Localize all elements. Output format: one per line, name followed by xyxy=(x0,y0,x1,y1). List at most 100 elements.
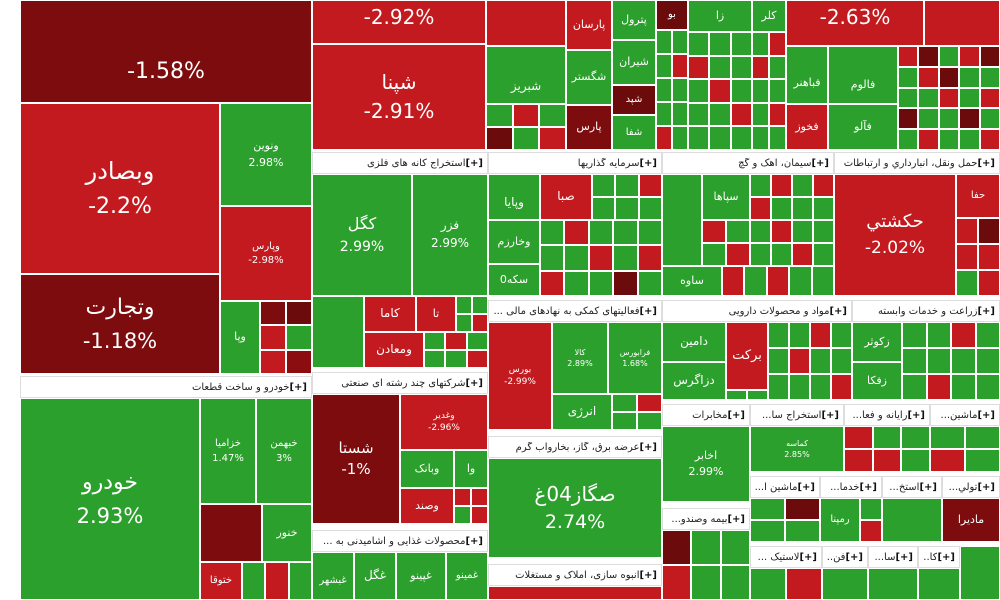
tile-vbsader[interactable]: وبصادر -2.2% xyxy=(20,103,220,274)
tile-fezar[interactable]: فزر 2.99% xyxy=(412,174,488,296)
header-siman[interactable]: سیمان، آهک و گچ [+] xyxy=(662,152,834,174)
header-haml[interactable]: حمل ونقل، انبارداري و ارتباطات [+] xyxy=(834,152,1000,174)
tile-saba[interactable]: صبا xyxy=(540,174,592,220)
header-mokhaberat[interactable]: مخابرات [+] xyxy=(662,404,750,426)
expand-icon[interactable]: [+] xyxy=(639,569,657,581)
tile-vkharazm[interactable]: وخارزم xyxy=(488,220,540,264)
tile-fabahar[interactable]: فباهنر xyxy=(786,46,828,104)
tile-vghadir[interactable]: وغدیر -2.96% xyxy=(400,394,488,450)
tile-shegostar[interactable]: شگستر xyxy=(566,50,612,105)
tile-top-mid[interactable]: -2.92% xyxy=(312,0,486,44)
tile-vtejarat[interactable]: وتجارت -1.18% xyxy=(20,274,220,374)
expand-icon[interactable]: [+] xyxy=(465,377,483,389)
tile-khtooqa[interactable]: ختوقا xyxy=(200,562,242,600)
tile-ghpino[interactable]: غپینو xyxy=(396,552,446,600)
expand-icon[interactable]: [+] xyxy=(727,513,745,525)
tile-shasta[interactable]: شستا -1% xyxy=(312,394,400,524)
header-sarmaye[interactable]: سرمایه گذاریها [+] xyxy=(488,152,662,174)
header-faaliat[interactable]: فعالیتهای کمکی به نهادهای مالی ... [+] xyxy=(488,300,662,322)
tile-kala[interactable]: کالا 2.89% xyxy=(552,322,608,394)
tile-sepaha[interactable]: سپاها xyxy=(702,174,750,220)
tile-khbahman[interactable]: خبهمن 3% xyxy=(256,398,312,504)
tile-shapad[interactable]: شپد xyxy=(612,85,656,115)
tile-fan[interactable] xyxy=(822,568,868,600)
header-khodro-sakht[interactable]: خودرو و ساخت قطعات [+] xyxy=(20,376,312,398)
tile-vpars[interactable]: وپارس -2.98% xyxy=(220,206,312,301)
header-zeraat[interactable]: زراعت و خدمات وابسته [+] xyxy=(852,300,1000,322)
tile-vmaaden[interactable]: ومعادن xyxy=(364,332,424,368)
tile-dzagros[interactable]: دزاگرس xyxy=(662,362,726,400)
tile-anbooh-bg[interactable] xyxy=(488,586,662,600)
tile-estekh[interactable] xyxy=(882,498,942,542)
expand-icon[interactable]: [+] xyxy=(797,481,815,493)
header-rayane[interactable]: رایانه و فعا... [+] xyxy=(844,404,930,426)
tile-falavm[interactable]: فالوم xyxy=(828,46,898,104)
tile-shafa[interactable]: شفا xyxy=(612,115,656,150)
header-estekhraj-felezi[interactable]: استخراج کانه های فلزی [+] xyxy=(312,152,488,174)
header-ka[interactable]: کا... [+] xyxy=(918,546,960,568)
tile-vpaya[interactable]: وپا xyxy=(220,301,260,374)
expand-icon[interactable]: [+] xyxy=(821,409,839,421)
tile-madira[interactable]: مادیرا xyxy=(942,498,1000,542)
tile-kamaseh[interactable]: کماسه 2.85% xyxy=(750,426,844,472)
header-sa2[interactable]: سا... [+] xyxy=(868,546,918,568)
tile-vpaya2[interactable]: وپایا xyxy=(488,174,540,220)
tile-khanoor[interactable]: خنور xyxy=(262,504,312,562)
header-arze-bargh[interactable]: عرضه برق، گاز، بخاروآب گرم [+] xyxy=(488,436,662,458)
tile-hafa[interactable]: حفا xyxy=(956,174,1000,218)
expand-icon[interactable]: [+] xyxy=(639,305,657,317)
tile-anerji[interactable]: انرژی xyxy=(552,394,612,430)
expand-icon[interactable]: [+] xyxy=(799,551,817,563)
tile-faloo[interactable]: فآلو xyxy=(828,104,898,150)
header-mashin-a[interactable]: ماشین آ... [+] xyxy=(750,476,820,498)
tile-kegol[interactable]: کگل 2.99% xyxy=(312,174,412,296)
tile-small-felez-1[interactable] xyxy=(312,296,364,368)
expand-icon[interactable]: [+] xyxy=(811,157,829,169)
expand-icon[interactable]: [+] xyxy=(919,481,937,493)
expand-icon[interactable]: [+] xyxy=(829,305,847,317)
tile-fakhoz[interactable]: فخوز xyxy=(786,104,828,150)
tile-bourse[interactable]: بورس -2.99% xyxy=(488,322,552,430)
header-estekh[interactable]: استخ... [+] xyxy=(882,476,942,498)
expand-icon[interactable]: [+] xyxy=(289,381,307,393)
tile-ghmino[interactable]: غمینو xyxy=(446,552,488,600)
header-khadama[interactable]: خدما... [+] xyxy=(820,476,882,498)
tile-va[interactable]: وا xyxy=(454,450,488,488)
tile-small-top-red[interactable] xyxy=(486,0,566,46)
tile-parsan[interactable]: پارسان xyxy=(566,0,612,50)
tile-damin[interactable]: دامین xyxy=(662,322,726,362)
tile-zkovsar[interactable]: زکوثر xyxy=(852,322,902,362)
tile-top-right-2[interactable] xyxy=(924,0,1000,46)
tile-remapna[interactable]: رمپنا xyxy=(820,498,860,542)
expand-icon[interactable]: [+] xyxy=(977,157,995,169)
tile-siman-small-1[interactable] xyxy=(662,174,702,266)
tile-saveh[interactable]: ساوه xyxy=(662,266,722,296)
header-estekhraj-sa[interactable]: استخراج سا... [+] xyxy=(750,404,844,426)
tile-farabourse[interactable]: فرابورس 1.68% xyxy=(608,322,662,394)
expand-icon[interactable]: [+] xyxy=(639,157,657,169)
tile-sgaz[interactable]: صگاز04غ 2.74% xyxy=(488,458,662,558)
tile-za[interactable]: زا xyxy=(688,0,752,32)
tile-khodro[interactable]: خودرو 2.93% xyxy=(20,398,200,600)
header-ghazaii[interactable]: محصولات غذایی و آشامیدنی به ... [+] xyxy=(312,530,488,552)
tile-zfeka[interactable]: زفکا xyxy=(852,362,902,400)
tile-bo[interactable]: بو xyxy=(656,0,688,30)
expand-icon[interactable]: [+] xyxy=(639,441,657,453)
tile-vbmlt[interactable]: -1.58% xyxy=(20,0,312,103)
tile-petrol[interactable]: پترول xyxy=(612,0,656,40)
tile-last[interactable] xyxy=(960,546,1000,600)
expand-icon[interactable]: [+] xyxy=(937,551,955,563)
header-anbooh[interactable]: انبوه سازی، املاک و مستغلات [+] xyxy=(488,564,662,586)
expand-icon[interactable]: [+] xyxy=(845,551,863,563)
expand-icon[interactable]: [+] xyxy=(465,535,483,547)
tile-khodro-small-red[interactable] xyxy=(200,504,262,562)
header-chand-reshte[interactable]: شرکتهای چند رشته ای صنعتی [+] xyxy=(312,372,488,394)
header-bime[interactable]: بیمه وصندو... [+] xyxy=(662,508,750,530)
tile-shabriz[interactable]: شبریز xyxy=(486,46,566,104)
tile-hakshti[interactable]: حکشتي -2.02% xyxy=(834,174,956,296)
header-lastik[interactable]: لاستیک ... [+] xyxy=(750,546,822,568)
tile-ghgol[interactable]: غگل xyxy=(354,552,396,600)
tile-vnovin[interactable]: ونوین 2.98% xyxy=(220,103,312,206)
tile-top-right[interactable]: -2.63% xyxy=(786,0,924,46)
expand-icon[interactable]: [+] xyxy=(977,481,995,493)
